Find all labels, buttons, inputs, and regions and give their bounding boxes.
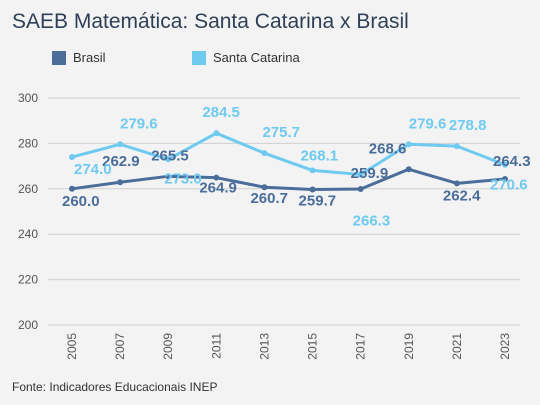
data-point xyxy=(309,186,316,193)
series-line-brasil xyxy=(71,167,506,191)
data-point xyxy=(453,143,460,150)
legend-label-santa-catarina: Santa Catarina xyxy=(213,50,300,65)
x-tick-label: 2005 xyxy=(65,333,79,360)
data-point xyxy=(502,161,508,168)
data-label: 270.6 xyxy=(490,177,528,194)
data-label: 265.5 xyxy=(151,147,189,164)
data-label: 260.7 xyxy=(250,190,288,207)
data-label: 279.6 xyxy=(409,115,447,132)
x-tick-label: 2021 xyxy=(450,333,464,360)
legend-item-brasil[interactable]: Brasil xyxy=(52,50,106,65)
legend-swatch-brasil xyxy=(52,50,66,65)
data-label: 268.1 xyxy=(301,147,339,164)
x-tick-label: 2015 xyxy=(306,333,320,360)
y-tick-label: 220 xyxy=(18,273,38,287)
data-label: 279.6 xyxy=(120,115,158,132)
data-label: 284.5 xyxy=(202,104,240,121)
x-tick-label: 2019 xyxy=(402,333,416,360)
x-tick-label: 2023 xyxy=(498,333,512,360)
x-tick-label: 2013 xyxy=(257,333,271,360)
series-line-santa-catarina xyxy=(71,131,506,176)
data-point xyxy=(261,150,268,157)
data-point xyxy=(213,130,220,137)
data-point xyxy=(165,156,172,163)
data-label: 264.3 xyxy=(493,153,531,170)
data-label: 266.3 xyxy=(353,212,391,229)
data-point xyxy=(69,185,75,192)
data-label: 268.6 xyxy=(369,140,407,157)
source-note: Fonte: Indicadores Educacionais INEP xyxy=(12,380,218,394)
x-tick-label: 2007 xyxy=(113,333,127,360)
legend-item-santa-catarina[interactable]: Santa Catarina xyxy=(192,50,300,65)
legend-swatch-santa-catarina xyxy=(192,50,206,65)
data-point xyxy=(117,179,124,186)
y-tick-label: 200 xyxy=(18,318,38,332)
data-label: 275.7 xyxy=(262,124,300,141)
y-tick-label: 300 xyxy=(18,91,38,105)
chart-title: SAEB Matemática: Santa Catarina x Brasil xyxy=(12,10,409,33)
y-tick-label: 240 xyxy=(18,227,38,241)
x-tick-label: 2009 xyxy=(161,333,175,360)
legend-label-brasil: Brasil xyxy=(73,50,106,65)
data-label: 273.0 xyxy=(164,170,202,187)
data-point xyxy=(69,154,75,161)
x-tick-label: 2011 xyxy=(209,333,223,359)
data-label: 262.4 xyxy=(443,187,481,204)
data-point xyxy=(502,176,508,183)
y-tick-label: 260 xyxy=(18,182,38,196)
data-point xyxy=(309,167,316,174)
data-point xyxy=(405,141,412,148)
legend: Brasil Santa Catarina xyxy=(0,50,540,66)
data-point xyxy=(165,173,172,180)
data-point xyxy=(357,171,364,178)
data-point xyxy=(453,180,460,187)
data-label: 260.0 xyxy=(62,193,100,210)
data-label: 274.0 xyxy=(74,161,112,178)
data-label: 262.9 xyxy=(102,153,140,170)
data-point xyxy=(213,174,220,181)
data-point xyxy=(405,166,412,173)
data-label: 278.8 xyxy=(449,117,487,134)
data-point xyxy=(261,184,268,191)
y-tick-label: 280 xyxy=(18,136,38,150)
data-label: 264.9 xyxy=(199,180,237,197)
data-point xyxy=(357,186,364,193)
data-point xyxy=(117,141,124,148)
x-tick-label: 2017 xyxy=(354,333,368,360)
data-label: 259.7 xyxy=(299,192,337,209)
data-label: 259.9 xyxy=(351,165,389,182)
